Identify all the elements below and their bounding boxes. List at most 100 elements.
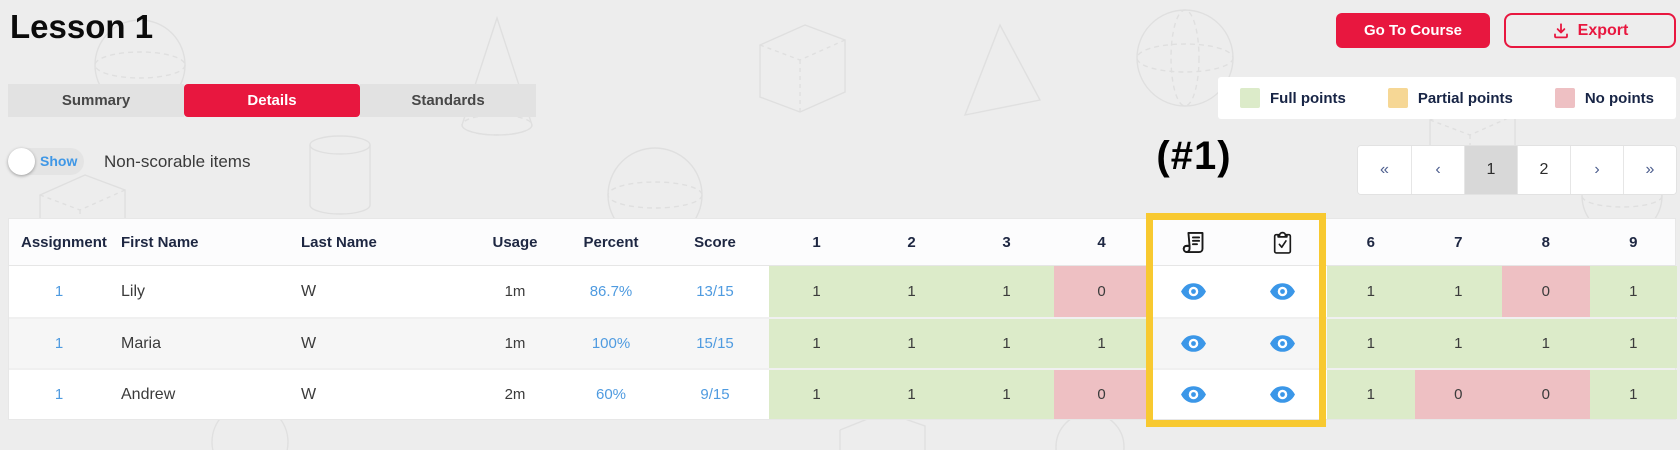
partial-points-label: Partial points — [1417, 89, 1513, 107]
usage-cell: 1m — [504, 283, 526, 300]
clipboard-check-icon — [1238, 219, 1327, 265]
tab-details[interactable]: Details — [184, 84, 360, 117]
legend-item-partial-points: Partial points — [1387, 88, 1513, 108]
item-2-score-cell: 1 — [864, 370, 959, 419]
page-title: Lesson 1 — [10, 8, 154, 45]
score-link[interactable]: 15/15 — [696, 335, 734, 352]
table-row: 1 Andrew W 2m 60% 9/15 1 1 1 0 1 0 0 1 — [9, 368, 1677, 419]
item-8-score-cell: 1 — [1502, 319, 1590, 368]
col-header-percent: Percent — [583, 233, 639, 251]
go-to-course-button[interactable]: Go To Course — [1336, 13, 1490, 48]
percent-link[interactable]: 100% — [591, 335, 631, 352]
view-clipboard-item-eye-icon[interactable] — [1238, 319, 1327, 368]
view-clipboard-item-eye-icon[interactable] — [1238, 370, 1327, 419]
col-header-item-6: 6 — [1366, 233, 1375, 251]
score-link[interactable]: 13/15 — [696, 283, 734, 300]
col-header-assignment: Assignment — [21, 233, 107, 251]
assignment-link[interactable]: 1 — [54, 386, 64, 403]
page-first-button[interactable]: « — [1358, 146, 1411, 194]
table-header: Assignment First Name Last Name Usage Percen… — [9, 219, 1675, 266]
page-next-button[interactable]: › — [1570, 146, 1623, 194]
score-link[interactable]: 9/15 — [700, 386, 730, 403]
pagination: « ‹ 1 2 › » — [1357, 145, 1677, 195]
item-7-score-cell: 1 — [1414, 319, 1502, 368]
legend: Full points Partial points No points — [1218, 77, 1676, 119]
item-1-score-cell: 1 — [769, 370, 864, 419]
col-header-usage: Usage — [492, 233, 538, 251]
export-label: Export — [1577, 21, 1629, 39]
item-2-score-cell: 1 — [864, 266, 959, 317]
assignment-link[interactable]: 1 — [54, 335, 64, 352]
usage-cell: 2m — [504, 386, 526, 403]
item-8-score-cell: 0 — [1502, 370, 1590, 419]
item-2-score-cell: 1 — [864, 319, 959, 368]
legend-item-full-points: Full points — [1240, 88, 1346, 108]
item-9-score-cell: 1 — [1589, 266, 1677, 317]
table-row: 1 Lily W 1m 86.7% 13/15 1 1 1 0 1 1 0 1 — [9, 266, 1677, 317]
item-6-score-cell: 1 — [1327, 319, 1415, 368]
first-name-cell: Andrew — [121, 385, 176, 403]
partial-points-swatch — [1387, 88, 1408, 108]
scores-table: Assignment First Name Last Name Usage Percen… — [8, 218, 1677, 420]
item-4-score-cell: 1 — [1054, 319, 1149, 368]
assignment-link[interactable]: 1 — [54, 283, 64, 300]
item-1-score-cell: 1 — [769, 319, 864, 368]
annotation-number-1: (#1) — [1156, 134, 1232, 178]
first-name-cell: Maria — [121, 334, 162, 352]
last-name-cell: W — [301, 385, 317, 403]
col-header-item-8: 8 — [1541, 233, 1550, 251]
last-name-cell: W — [301, 282, 317, 300]
export-button[interactable]: Export — [1504, 13, 1676, 48]
view-clipboard-item-eye-icon[interactable] — [1238, 266, 1327, 317]
first-name-cell: Lily — [121, 282, 146, 300]
percent-link[interactable]: 60% — [595, 386, 627, 403]
tab-standards[interactable]: Standards — [360, 84, 536, 117]
legend-item-no-points: No points — [1554, 88, 1654, 108]
item-3-score-cell: 1 — [959, 370, 1054, 419]
item-6-score-cell: 1 — [1327, 370, 1415, 419]
no-points-swatch — [1554, 88, 1575, 108]
col-header-item-2: 2 — [907, 233, 916, 251]
view-scroll-item-eye-icon[interactable] — [1149, 266, 1238, 317]
item-9-score-cell: 1 — [1589, 370, 1677, 419]
page-2-button[interactable]: 2 — [1517, 146, 1570, 194]
toggle-knob — [8, 148, 35, 175]
download-icon — [1552, 22, 1570, 40]
item-1-score-cell: 1 — [769, 266, 864, 317]
page-last-button[interactable]: » — [1623, 146, 1676, 194]
percent-link[interactable]: 86.7% — [589, 283, 633, 300]
full-points-label: Full points — [1270, 89, 1346, 107]
col-header-score: Score — [694, 233, 736, 251]
full-points-swatch — [1240, 88, 1260, 108]
view-scroll-item-eye-icon[interactable] — [1149, 319, 1238, 368]
usage-cell: 1m — [504, 335, 526, 352]
view-scroll-item-eye-icon[interactable] — [1149, 370, 1238, 419]
table-row: 1 Maria W 1m 100% 15/15 1 1 1 1 1 1 1 1 — [9, 317, 1677, 368]
col-header-item-9: 9 — [1629, 233, 1638, 251]
col-header-item-1: 1 — [812, 233, 821, 251]
item-7-score-cell: 0 — [1414, 370, 1502, 419]
page-1-button[interactable]: 1 — [1464, 146, 1517, 194]
item-9-score-cell: 1 — [1589, 319, 1677, 368]
col-header-item-4: 4 — [1097, 233, 1106, 251]
show-toggle[interactable]: Show — [8, 148, 84, 175]
item-4-score-cell: 0 — [1054, 266, 1149, 317]
non-scorable-items-label: Non-scorable items — [104, 152, 251, 171]
table-body: 1 Lily W 1m 86.7% 13/15 1 1 1 0 1 1 0 1 1 Maria W 1m 100% 1… — [9, 266, 1677, 419]
item-4-score-cell: 0 — [1054, 370, 1149, 419]
last-name-cell: W — [301, 334, 317, 352]
item-7-score-cell: 1 — [1414, 266, 1502, 317]
item-3-score-cell: 1 — [959, 319, 1054, 368]
page-prev-button[interactable]: ‹ — [1411, 146, 1464, 194]
tab-bar: Summary Details Standards — [8, 84, 536, 117]
item-6-score-cell: 1 — [1327, 266, 1415, 317]
col-header-item-3: 3 — [1002, 233, 1011, 251]
scroll-icon — [1149, 219, 1238, 265]
col-header-item-7: 7 — [1454, 233, 1463, 251]
toggle-show-label: Show — [40, 153, 78, 169]
col-header-first-name: First Name — [121, 233, 199, 251]
tab-summary[interactable]: Summary — [8, 84, 184, 117]
col-header-last-name: Last Name — [301, 233, 377, 251]
